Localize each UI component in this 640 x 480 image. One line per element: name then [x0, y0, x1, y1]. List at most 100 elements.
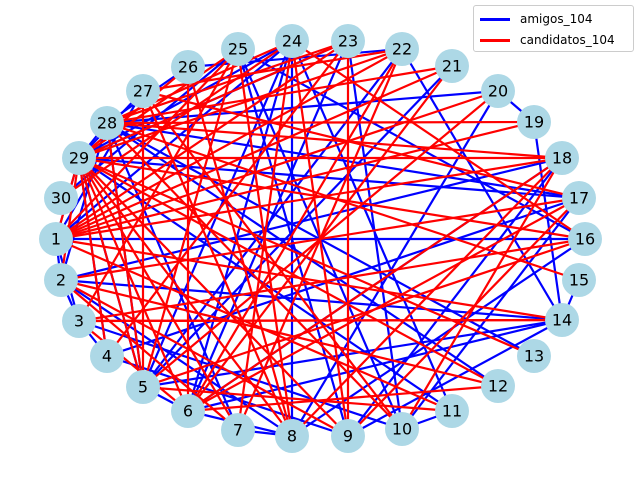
node-23[interactable]: 23: [331, 24, 365, 58]
node-label: 17: [569, 189, 589, 208]
candidatos-edge-8-26: [186, 66, 294, 437]
node-10[interactable]: 10: [385, 412, 419, 446]
node-label: 28: [97, 114, 117, 133]
node-circle: [331, 24, 365, 58]
candidatos-edge-6-17: [187, 197, 580, 412]
node-circle: [44, 181, 78, 215]
candidatos-edge-8-29: [78, 157, 293, 437]
candidatos-edge-10-28: [106, 122, 403, 430]
node-8[interactable]: 8: [275, 419, 309, 453]
candidatos-edge-23-28: [106, 39, 349, 125]
node-11[interactable]: 11: [435, 394, 469, 428]
node-label: 6: [183, 402, 193, 421]
candidatos-edge-2-9: [60, 279, 349, 437]
node-17[interactable]: 17: [562, 181, 596, 215]
candidatos-edge-1-18: [55, 156, 563, 241]
candidatos-edge-26-29: [78, 66, 189, 159]
node-label: 20: [488, 82, 508, 101]
node-circle: [385, 32, 419, 66]
node-14[interactable]: 14: [545, 303, 579, 337]
node-28[interactable]: 28: [90, 106, 124, 140]
candidatos-edge-8-25: [236, 48, 294, 437]
candidatos-edge-20-1: [55, 89, 499, 241]
node-circle: [435, 394, 469, 428]
node-13[interactable]: 13: [517, 339, 551, 373]
node-label: 5: [138, 378, 148, 397]
node-7[interactable]: 7: [221, 413, 255, 447]
node-label: 24: [282, 32, 302, 51]
candidatos-edge-4-23: [106, 40, 349, 357]
node-19[interactable]: 19: [517, 105, 551, 139]
node-label: 14: [552, 311, 572, 330]
node-label: 8: [287, 427, 297, 446]
node-label: 27: [133, 82, 153, 101]
node-18[interactable]: 18: [545, 141, 579, 175]
node-21[interactable]: 21: [435, 49, 469, 83]
amigos-edge-8-20: [291, 90, 499, 437]
candidatos-edge-8-18: [291, 157, 563, 437]
node-30[interactable]: 30: [44, 181, 78, 215]
node-label: 12: [488, 377, 508, 396]
node-24[interactable]: 24: [275, 24, 309, 58]
edges-layer: [54, 39, 586, 438]
candidatos-edge-6-29: [77, 157, 190, 412]
node-2[interactable]: 2: [44, 263, 78, 297]
node-25[interactable]: 25: [221, 32, 255, 66]
amigos-edge-16-25: [237, 48, 586, 240]
node-27[interactable]: 27: [126, 74, 160, 108]
node-6[interactable]: 6: [171, 394, 205, 428]
candidatos-edge-6-18: [187, 157, 563, 412]
node-4[interactable]: 4: [90, 339, 124, 373]
node-22[interactable]: 22: [385, 32, 419, 66]
node-29[interactable]: 29: [62, 141, 96, 175]
amigos-edge-14-2: [60, 278, 563, 322]
node-26[interactable]: 26: [171, 50, 205, 84]
node-label: 4: [102, 347, 112, 366]
node-circle: [545, 303, 579, 337]
node-5[interactable]: 5: [126, 370, 160, 404]
node-circle: [275, 24, 309, 58]
candidatos-edge-5-29: [77, 157, 145, 388]
node-label: 30: [51, 189, 71, 208]
node-circle: [62, 304, 96, 338]
node-16[interactable]: 16: [568, 222, 602, 256]
legend-item-candidatos: candidatos_104: [480, 32, 615, 48]
candidatos-edge-3-14: [78, 318, 563, 323]
amigos-edge-6-23: [186, 40, 350, 412]
candidatos-edge-22-29: [78, 47, 403, 160]
candidatos-edge-6-22: [187, 48, 403, 412]
candidatos-edge-3-6: [78, 320, 189, 412]
node-3[interactable]: 3: [62, 304, 96, 338]
amigos-edge-6-24: [186, 40, 294, 412]
amigos-edge-9-14: [347, 319, 563, 437]
candidatos-edge-21-28: [106, 64, 453, 125]
node-label: 9: [343, 427, 353, 446]
candidatos-edge-10-27: [142, 90, 403, 430]
node-circle: [275, 419, 309, 453]
node-circle: [568, 222, 602, 256]
candidatos-edge-2-7: [60, 279, 239, 431]
candidatos-edge-12-29: [78, 157, 499, 387]
candidatos-edge-17-27: [142, 89, 580, 200]
node-20[interactable]: 20: [481, 74, 515, 108]
amigos-edge-11-24: [290, 40, 454, 412]
node-circle: [481, 369, 515, 403]
node-1[interactable]: 1: [39, 222, 73, 256]
amigos-edge-9-18: [347, 157, 563, 437]
node-15[interactable]: 15: [562, 263, 596, 297]
node-circle: [171, 394, 205, 428]
candidatos-edge-2-29: [59, 157, 81, 281]
node-circle: [562, 263, 596, 297]
node-12[interactable]: 12: [481, 369, 515, 403]
node-9[interactable]: 9: [331, 419, 365, 453]
candidatos-edge-23-29: [78, 39, 349, 160]
candidatos-edge-8-27: [141, 90, 294, 437]
amigos-edge-24-29: [78, 40, 293, 159]
node-circle: [435, 49, 469, 83]
node-label: 15: [569, 271, 589, 290]
legend: amigos_104 candidatos_104: [473, 5, 634, 52]
node-circle: [517, 339, 551, 373]
node-circle: [221, 413, 255, 447]
amigos-edge-5-14: [142, 318, 563, 389]
